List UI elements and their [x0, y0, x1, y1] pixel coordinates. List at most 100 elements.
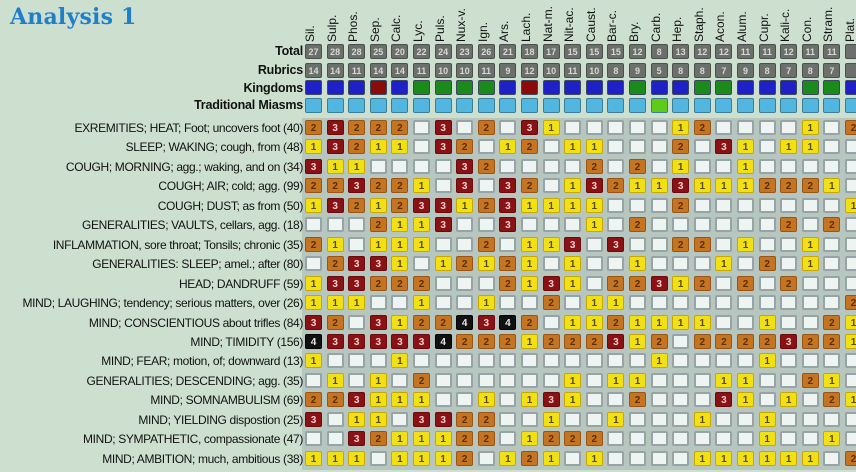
grade-cell[interactable]: 1 — [607, 372, 625, 388]
grade-cell[interactable]: 2 — [758, 178, 776, 194]
grade-cell[interactable]: 1 — [845, 197, 856, 213]
grade-cell[interactable] — [521, 295, 538, 311]
grade-cell[interactable] — [845, 431, 856, 447]
grade-cell[interactable] — [607, 158, 625, 174]
remedy-column-header[interactable]: Nit-ac. — [562, 2, 584, 42]
grade-cell[interactable] — [650, 372, 668, 388]
grade-cell[interactable] — [564, 120, 582, 135]
grade-cell[interactable]: 1 — [737, 139, 754, 155]
grade-cell[interactable]: 2 — [715, 333, 733, 349]
grade-cell[interactable] — [607, 431, 625, 447]
grade-cell[interactable]: 1 — [672, 120, 690, 135]
grade-cell[interactable]: 2 — [693, 333, 711, 349]
grade-cell[interactable] — [499, 372, 517, 388]
grade-cell[interactable] — [823, 158, 841, 174]
grade-cell[interactable]: 1 — [477, 295, 495, 311]
remedy-column-header[interactable]: Nat-m. — [541, 2, 563, 42]
grade-cell[interactable]: 1 — [650, 353, 668, 369]
grade-cell[interactable]: 3 — [607, 333, 625, 349]
grade-cell[interactable]: 2 — [693, 275, 711, 291]
grade-cell[interactable]: 3 — [434, 217, 452, 233]
grade-cell[interactable]: 1 — [542, 197, 560, 213]
grade-cell[interactable] — [585, 275, 603, 291]
grade-cell[interactable]: 2 — [305, 236, 322, 252]
grade-cell[interactable]: 1 — [801, 236, 819, 252]
grade-cell[interactable]: 2 — [369, 431, 387, 447]
grade-cell[interactable] — [521, 411, 538, 427]
grade-cell[interactable] — [801, 353, 819, 369]
grade-cell[interactable] — [305, 256, 322, 272]
grade-cell[interactable]: 3 — [542, 392, 560, 408]
grade-cell[interactable] — [780, 256, 798, 272]
grade-cell[interactable] — [564, 295, 582, 311]
grade-cell[interactable] — [564, 158, 582, 174]
remedy-name[interactable]: Cupr. — [756, 13, 771, 42]
grade-cell[interactable]: 1 — [564, 392, 582, 408]
grade-cell[interactable]: 1 — [391, 431, 409, 447]
rubric-label[interactable]: MIND; SOMNAMBULISM (69) — [150, 393, 303, 408]
grade-cell[interactable] — [672, 217, 690, 233]
grade-cell[interactable]: 2 — [477, 411, 495, 427]
grade-cell[interactable] — [585, 372, 603, 388]
grade-cell[interactable] — [672, 353, 690, 369]
grade-cell[interactable] — [629, 197, 646, 213]
rubric-label[interactable]: GENERALITIES; VAULTS, cellars, agg. (18) — [82, 218, 303, 233]
grade-cell[interactable]: 1 — [305, 450, 322, 466]
grade-cell[interactable] — [477, 217, 495, 233]
grade-cell[interactable]: 2 — [801, 333, 819, 349]
grade-cell[interactable]: 2 — [456, 431, 474, 447]
grade-cell[interactable]: 1 — [391, 256, 409, 272]
grade-cell[interactable]: 2 — [542, 431, 560, 447]
grade-cell[interactable] — [585, 236, 603, 252]
grade-cell[interactable] — [737, 120, 754, 135]
grade-cell[interactable] — [650, 120, 668, 135]
remedy-column-header[interactable]: Acon. — [713, 2, 735, 42]
grade-cell[interactable]: 1 — [737, 178, 754, 194]
remedy-name[interactable]: Hep. — [670, 16, 685, 42]
grade-cell[interactable]: 1 — [521, 256, 538, 272]
grade-cell[interactable]: 3 — [348, 333, 366, 349]
grade-cell[interactable]: 2 — [607, 178, 625, 194]
grade-cell[interactable]: 2 — [823, 333, 841, 349]
grade-cell[interactable] — [585, 411, 603, 427]
grade-cell[interactable]: 2 — [758, 333, 776, 349]
grade-cell[interactable] — [629, 431, 646, 447]
grade-cell[interactable] — [477, 372, 495, 388]
grade-cell[interactable]: 2 — [369, 120, 387, 135]
remedy-column-header[interactable]: Bar-c. — [605, 2, 627, 42]
grade-cell[interactable]: 2 — [564, 333, 582, 349]
grade-cell[interactable]: 4 — [434, 333, 452, 349]
grade-cell[interactable]: 1 — [801, 256, 819, 272]
grade-cell[interactable]: 1 — [305, 197, 322, 213]
grade-cell[interactable]: 1 — [564, 197, 582, 213]
grade-cell[interactable]: 2 — [585, 333, 603, 349]
grade-cell[interactable] — [456, 236, 474, 252]
grade-cell[interactable]: 2 — [629, 275, 646, 291]
grade-cell[interactable] — [693, 217, 711, 233]
remedy-name[interactable]: Stram. — [821, 6, 836, 42]
grade-cell[interactable] — [823, 353, 841, 369]
grade-cell[interactable]: 2 — [607, 314, 625, 330]
grade-cell[interactable]: 1 — [693, 314, 711, 330]
grade-cell[interactable] — [758, 275, 776, 291]
grade-cell[interactable] — [737, 197, 754, 213]
grade-cell[interactable]: 1 — [369, 139, 387, 155]
grade-cell[interactable]: 1 — [413, 295, 430, 311]
grade-cell[interactable] — [780, 236, 798, 252]
grade-cell[interactable]: 2 — [801, 178, 819, 194]
grade-cell[interactable]: 1 — [758, 353, 776, 369]
grade-cell[interactable] — [650, 139, 668, 155]
grade-cell[interactable]: 1 — [369, 372, 387, 388]
grade-cell[interactable] — [823, 120, 841, 135]
grade-cell[interactable]: 3 — [305, 314, 322, 330]
grade-cell[interactable] — [823, 411, 841, 427]
grade-cell[interactable] — [737, 295, 754, 311]
remedy-name[interactable]: Sulp. — [324, 14, 339, 42]
rubric-label[interactable]: MIND; AMBITION; much, ambitious (38) — [102, 451, 303, 466]
grade-cell[interactable] — [348, 236, 366, 252]
grade-cell[interactable]: 2 — [499, 333, 517, 349]
grade-cell[interactable]: 1 — [499, 450, 517, 466]
grade-cell[interactable] — [542, 353, 560, 369]
grade-cell[interactable] — [607, 392, 625, 408]
grade-cell[interactable]: 2 — [521, 450, 538, 466]
